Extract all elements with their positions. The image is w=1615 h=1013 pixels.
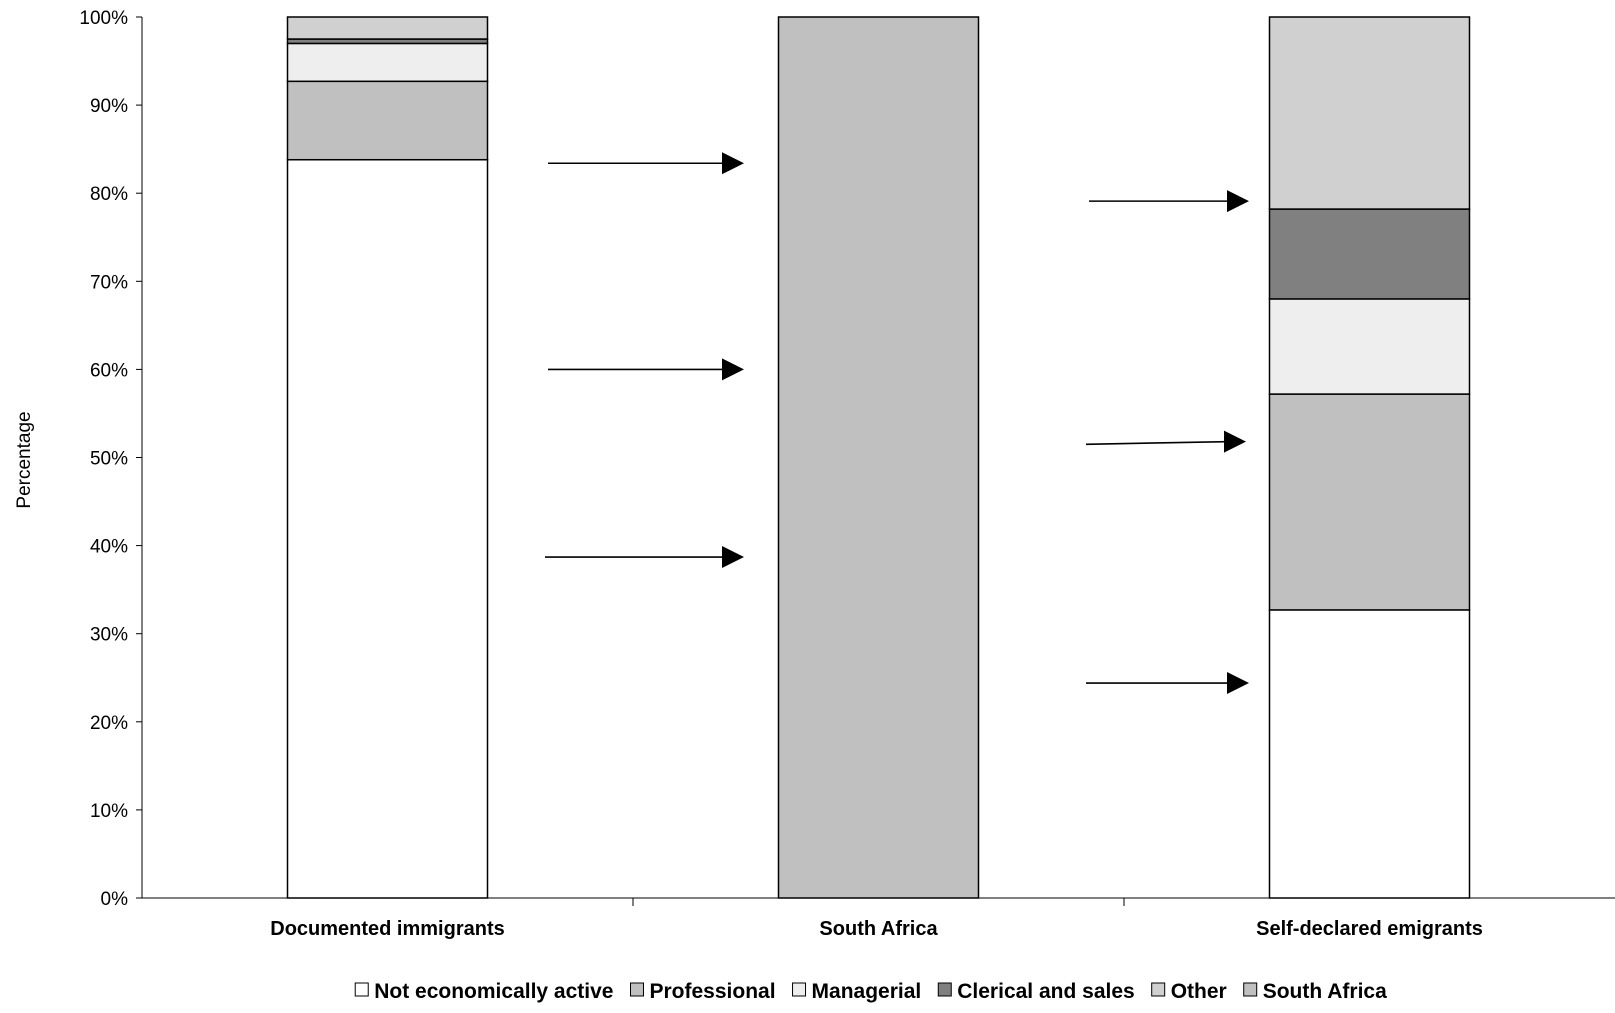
arrow-head [722, 358, 744, 381]
bar-segment [777, 16, 980, 899]
y-tick-label: 20% [90, 713, 128, 734]
legend-swatch [629, 982, 644, 997]
arrow-head [722, 152, 744, 175]
bar-segment [1268, 393, 1471, 611]
bar-segment [286, 42, 489, 83]
bar-segment [1268, 298, 1471, 395]
bar-segment [1268, 16, 1471, 210]
arrow-head [1227, 190, 1249, 213]
y-tick-label: 10% [90, 801, 128, 822]
legend-swatch [1243, 982, 1258, 997]
y-tick-label: 80% [90, 184, 128, 205]
axes: Documented immigrants South Africa Self-de… [79, 8, 1615, 940]
legend-label: Not economically active [374, 980, 613, 1003]
legend-swatch [1151, 982, 1166, 997]
legend-label: South Africa [1263, 980, 1387, 1003]
arrows [545, 152, 1249, 695]
bar-segment [1268, 609, 1471, 899]
bar-segment [286, 16, 489, 40]
legend-swatch [792, 982, 807, 997]
y-tick-label: 0% [101, 889, 129, 910]
y-tick-label: 40% [90, 537, 128, 558]
bars-layer [286, 16, 1471, 899]
bar-segment [286, 158, 489, 899]
y-axis-title: Percentage [14, 411, 35, 508]
legend-swatch [354, 982, 369, 997]
y-tick-label: 70% [90, 272, 128, 293]
arrow-head [1227, 672, 1249, 695]
legend: Not economically active Professional Manag… [354, 980, 1387, 1003]
x-category-label: Self-declared emigrants [1256, 918, 1483, 940]
legend-label: Clerical and sales [957, 980, 1134, 1003]
x-category-label: South Africa [819, 918, 938, 940]
arrow-shaft [1085, 440, 1227, 446]
y-tick-label: 30% [90, 625, 128, 646]
legend-label: Managerial [812, 980, 922, 1003]
y-tick-label: 60% [90, 360, 128, 381]
arrow-head [722, 546, 744, 569]
legend-label: Professional [649, 980, 775, 1003]
legend-label: Other [1171, 980, 1227, 1003]
x-category-label: Documented immigrants [270, 918, 504, 940]
arrow-head [1224, 430, 1246, 453]
bar-segment [286, 80, 489, 161]
y-tick-label: 100% [79, 8, 128, 29]
legend-swatch [937, 982, 952, 997]
y-tick-label: 50% [90, 449, 128, 470]
y-tick-label: 90% [90, 96, 128, 117]
bar-segment [1268, 208, 1471, 300]
